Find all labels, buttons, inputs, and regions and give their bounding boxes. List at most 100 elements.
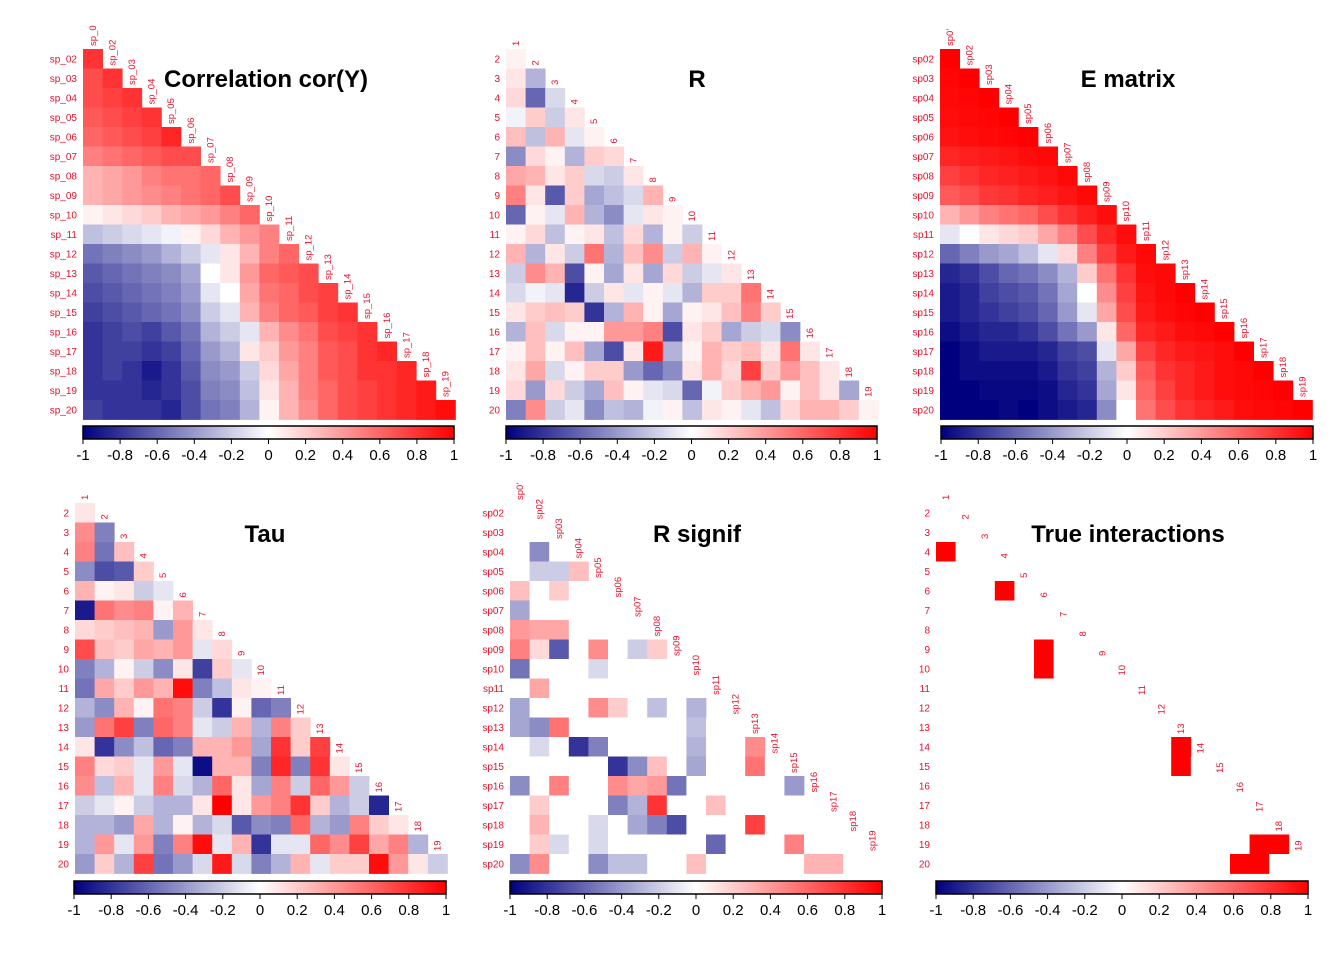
colorbar-tick-label: 1 [878,902,886,919]
heatmap-cell [220,322,241,342]
heatmap-cell [529,834,550,855]
row-label: sp12 [912,249,934,260]
heatmap-cell [298,361,319,381]
heatmap-cell [564,107,585,128]
heatmap-cell [662,380,683,401]
heatmap-cell [998,185,1019,206]
heatmap-cell [604,380,624,401]
heatmap-cell [998,244,1019,264]
heatmap-cell [506,302,526,323]
colorbar-tick-label: -0.8 [965,447,991,464]
heatmap-cell [604,400,624,420]
heatmap-cell [141,380,162,401]
heatmap-cell [998,146,1019,167]
heatmap-cell [623,224,644,245]
heatmap-cell [804,834,824,855]
heatmap-cell [979,400,1000,420]
row-label: 3 [494,74,500,85]
colorbar-tick-label: 0.2 [295,447,316,464]
heatmap-cell [298,400,319,420]
colorbar-tick-label: -0.4 [173,902,199,919]
heatmap-cell [706,776,726,796]
heatmap-cell [271,854,291,874]
heatmap-cell [545,166,566,186]
heatmap-cell [721,302,742,323]
heatmap-cell [506,88,526,108]
heatmap-cell [959,127,980,147]
heatmap-cells [510,503,883,874]
heatmap-cell [549,620,570,640]
heatmap-cell [357,380,378,401]
heatmap-cell [75,600,95,621]
heatmap-cell [94,698,115,718]
heatmap-cell [239,361,260,381]
heatmap-cell [220,263,241,284]
heatmap-cell [122,205,143,225]
heatmap-cell [549,600,570,621]
colorbar-tick-label: -0.4 [1040,447,1066,464]
heatmap-cell [1175,283,1196,303]
heatmap-cell [1234,361,1254,381]
heatmap-cell [83,283,103,303]
heatmap-cell [1077,224,1098,245]
heatmap-cell [94,659,115,679]
heatmap-cell [940,263,960,284]
heatmap-cell [647,756,668,777]
heatmap-cell [588,581,609,601]
heatmap-cell [959,361,980,381]
heatmap-cells [75,503,448,874]
row-label: sp08 [482,625,504,636]
heatmap-cell [1057,224,1078,245]
heatmap-cell [608,639,628,660]
heatmap-cell [94,834,115,855]
column-label: 17 [824,347,835,358]
heatmap-cell [239,244,260,264]
heatmap-cell [153,581,174,601]
heatmap-cell [940,146,960,167]
column-label: sp15 [789,752,800,773]
column-label: sp0' [945,29,956,46]
heatmap-cell [1116,361,1137,381]
heatmap-cell [75,620,95,640]
column-label: 15 [354,762,365,773]
heatmap-cell [608,678,628,699]
heatmap-cell [940,361,960,381]
heatmap-cell [1038,361,1058,381]
heatmap-cell [940,107,960,128]
heatmap-cell [1092,678,1113,699]
heatmap-cell [706,737,726,757]
heatmap-cell [337,322,358,342]
heatmap-cell [161,341,182,362]
heatmap-cell [114,639,135,660]
column-label: sp_02 [107,40,118,66]
colorbar-tick-label: -1 [76,447,89,464]
heatmap-cell [686,776,707,796]
heatmap-cell [1136,244,1156,264]
heatmap-cell [1253,361,1274,381]
heatmap-cell [745,815,766,835]
row-label: 6 [63,586,69,597]
heatmap-cell [1034,659,1054,679]
heatmap-cell [994,659,1015,679]
heatmap-cell [529,561,550,582]
heatmap-cell [510,561,530,582]
row-label: 14 [58,742,70,753]
heatmap-cell [271,834,291,855]
heatmap-cell [1230,815,1250,835]
heatmap-cell [133,756,154,777]
heatmap-cell [1190,854,1211,874]
row-label: sp_13 [50,269,78,280]
heatmap-cell [1073,737,1094,757]
heatmap-cell [647,834,668,855]
heatmap-cell [212,795,233,816]
column-label: 18 [413,821,424,832]
colorbar-tick-label: 0.4 [760,902,781,919]
heatmap-cell [231,737,252,757]
heatmap-cell [212,756,233,777]
heatmap-cell [1136,341,1156,362]
heatmap-cell [337,400,358,420]
heatmap-cell [940,341,960,362]
heatmap-cell [133,737,154,757]
heatmap-cell [725,815,746,835]
column-label: sp03 [984,64,995,85]
